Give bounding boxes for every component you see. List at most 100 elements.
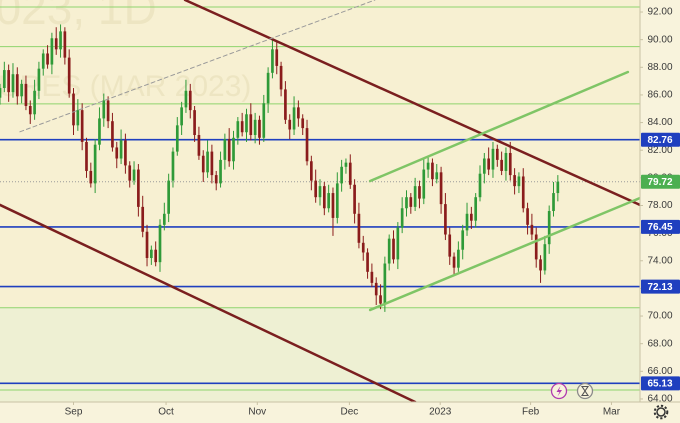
candles xyxy=(0,24,560,312)
candle-body xyxy=(305,128,309,162)
candle-body xyxy=(262,103,266,138)
candle-body xyxy=(119,140,123,159)
y-axis-background xyxy=(640,0,680,402)
level-label-box xyxy=(641,219,680,234)
candle-body xyxy=(431,162,434,180)
candle-body xyxy=(111,121,114,148)
candle-body xyxy=(301,118,305,129)
candle-body xyxy=(141,206,145,232)
trend-line xyxy=(0,203,417,404)
candle-body xyxy=(33,90,36,115)
candle-body xyxy=(258,119,261,138)
candle-body xyxy=(413,186,417,207)
trend-line xyxy=(368,196,642,312)
candle-body xyxy=(482,158,486,174)
candle-body xyxy=(275,49,279,66)
candle-body xyxy=(245,114,248,133)
candle-body xyxy=(400,208,404,228)
candle-body xyxy=(379,295,382,304)
candle-body xyxy=(150,249,153,259)
replay-icon[interactable] xyxy=(576,382,594,400)
x-tick-label: Oct xyxy=(158,407,174,418)
candle-body xyxy=(457,249,460,268)
candle-body xyxy=(361,242,365,253)
lightning-icon[interactable] xyxy=(550,382,568,400)
zones xyxy=(0,307,640,402)
zone xyxy=(0,307,640,402)
candle-body xyxy=(539,259,542,271)
candle-body xyxy=(374,282,378,296)
candle-body xyxy=(470,213,473,221)
y-tick-label: 90.00 xyxy=(647,34,672,45)
candle-body xyxy=(487,158,490,170)
candle-body xyxy=(348,162,352,185)
candle-body xyxy=(266,72,270,104)
candle-body xyxy=(353,184,356,214)
candle-body xyxy=(193,110,196,136)
candle-body xyxy=(543,244,547,271)
candle-body xyxy=(210,151,214,176)
candle-body xyxy=(517,176,521,187)
candle-body xyxy=(232,137,235,162)
candle-body xyxy=(0,88,2,98)
watermark: 2023, 1D xyxy=(0,0,157,34)
trend-line xyxy=(19,0,376,133)
candle-body xyxy=(279,65,283,90)
candle-body xyxy=(89,170,93,184)
trend-line xyxy=(183,0,642,207)
candle-body xyxy=(180,107,183,126)
candle-body xyxy=(128,165,132,181)
candle-body xyxy=(37,68,41,91)
level-label: 76.45 xyxy=(647,222,672,233)
y-tick-label: 68.00 xyxy=(647,338,672,349)
candle-body xyxy=(357,213,361,243)
y-tick-label: 88.00 xyxy=(647,62,672,73)
candle-body xyxy=(552,193,555,212)
level-label: 72.13 xyxy=(647,282,672,293)
level-label-box xyxy=(641,376,680,391)
candle-body xyxy=(54,38,58,50)
candle-body xyxy=(491,148,495,170)
candle-body xyxy=(504,152,508,171)
candle-body xyxy=(184,90,188,108)
candle-body xyxy=(201,155,205,173)
candle-body xyxy=(366,252,369,272)
y-tick-label: 84.00 xyxy=(647,117,672,128)
candle-body xyxy=(396,227,400,260)
axes: 64.0066.0068.0070.0072.0074.0076.0078.00… xyxy=(65,7,680,418)
candle-body xyxy=(188,90,192,111)
candle-body xyxy=(253,119,257,136)
candle-body xyxy=(227,139,231,162)
candle-body xyxy=(93,144,97,184)
candle-body xyxy=(154,249,158,263)
candle-body xyxy=(461,230,465,250)
candle-body xyxy=(547,211,551,245)
candle-body xyxy=(465,213,469,231)
candle-body xyxy=(59,31,62,50)
candle-body xyxy=(405,197,408,209)
candle-body xyxy=(249,114,253,136)
level-label-box xyxy=(641,132,680,147)
x-tick-label: Sep xyxy=(65,407,83,418)
candle-body xyxy=(15,74,19,97)
candle-body xyxy=(284,89,287,120)
last-price-label: 79.72 xyxy=(647,177,672,188)
candle-body xyxy=(162,213,166,225)
trend-line xyxy=(368,70,630,183)
candle-body xyxy=(331,193,335,218)
candle-body xyxy=(41,53,45,69)
settings-icon[interactable] xyxy=(653,404,669,420)
candle-body xyxy=(46,53,49,65)
watermark: URES (MAR 2023) xyxy=(0,70,251,103)
y-tick-label: 86.00 xyxy=(647,90,672,101)
candle-body xyxy=(310,161,313,181)
candle-body xyxy=(534,234,538,260)
candle-body xyxy=(322,186,326,209)
level-label-box xyxy=(641,279,680,294)
candle-body xyxy=(439,172,443,205)
candle-body xyxy=(145,231,149,259)
level-label: 82.76 xyxy=(647,135,672,146)
x-tick-label: Feb xyxy=(522,407,540,418)
candle-body xyxy=(137,169,140,207)
candle-body xyxy=(115,147,119,159)
